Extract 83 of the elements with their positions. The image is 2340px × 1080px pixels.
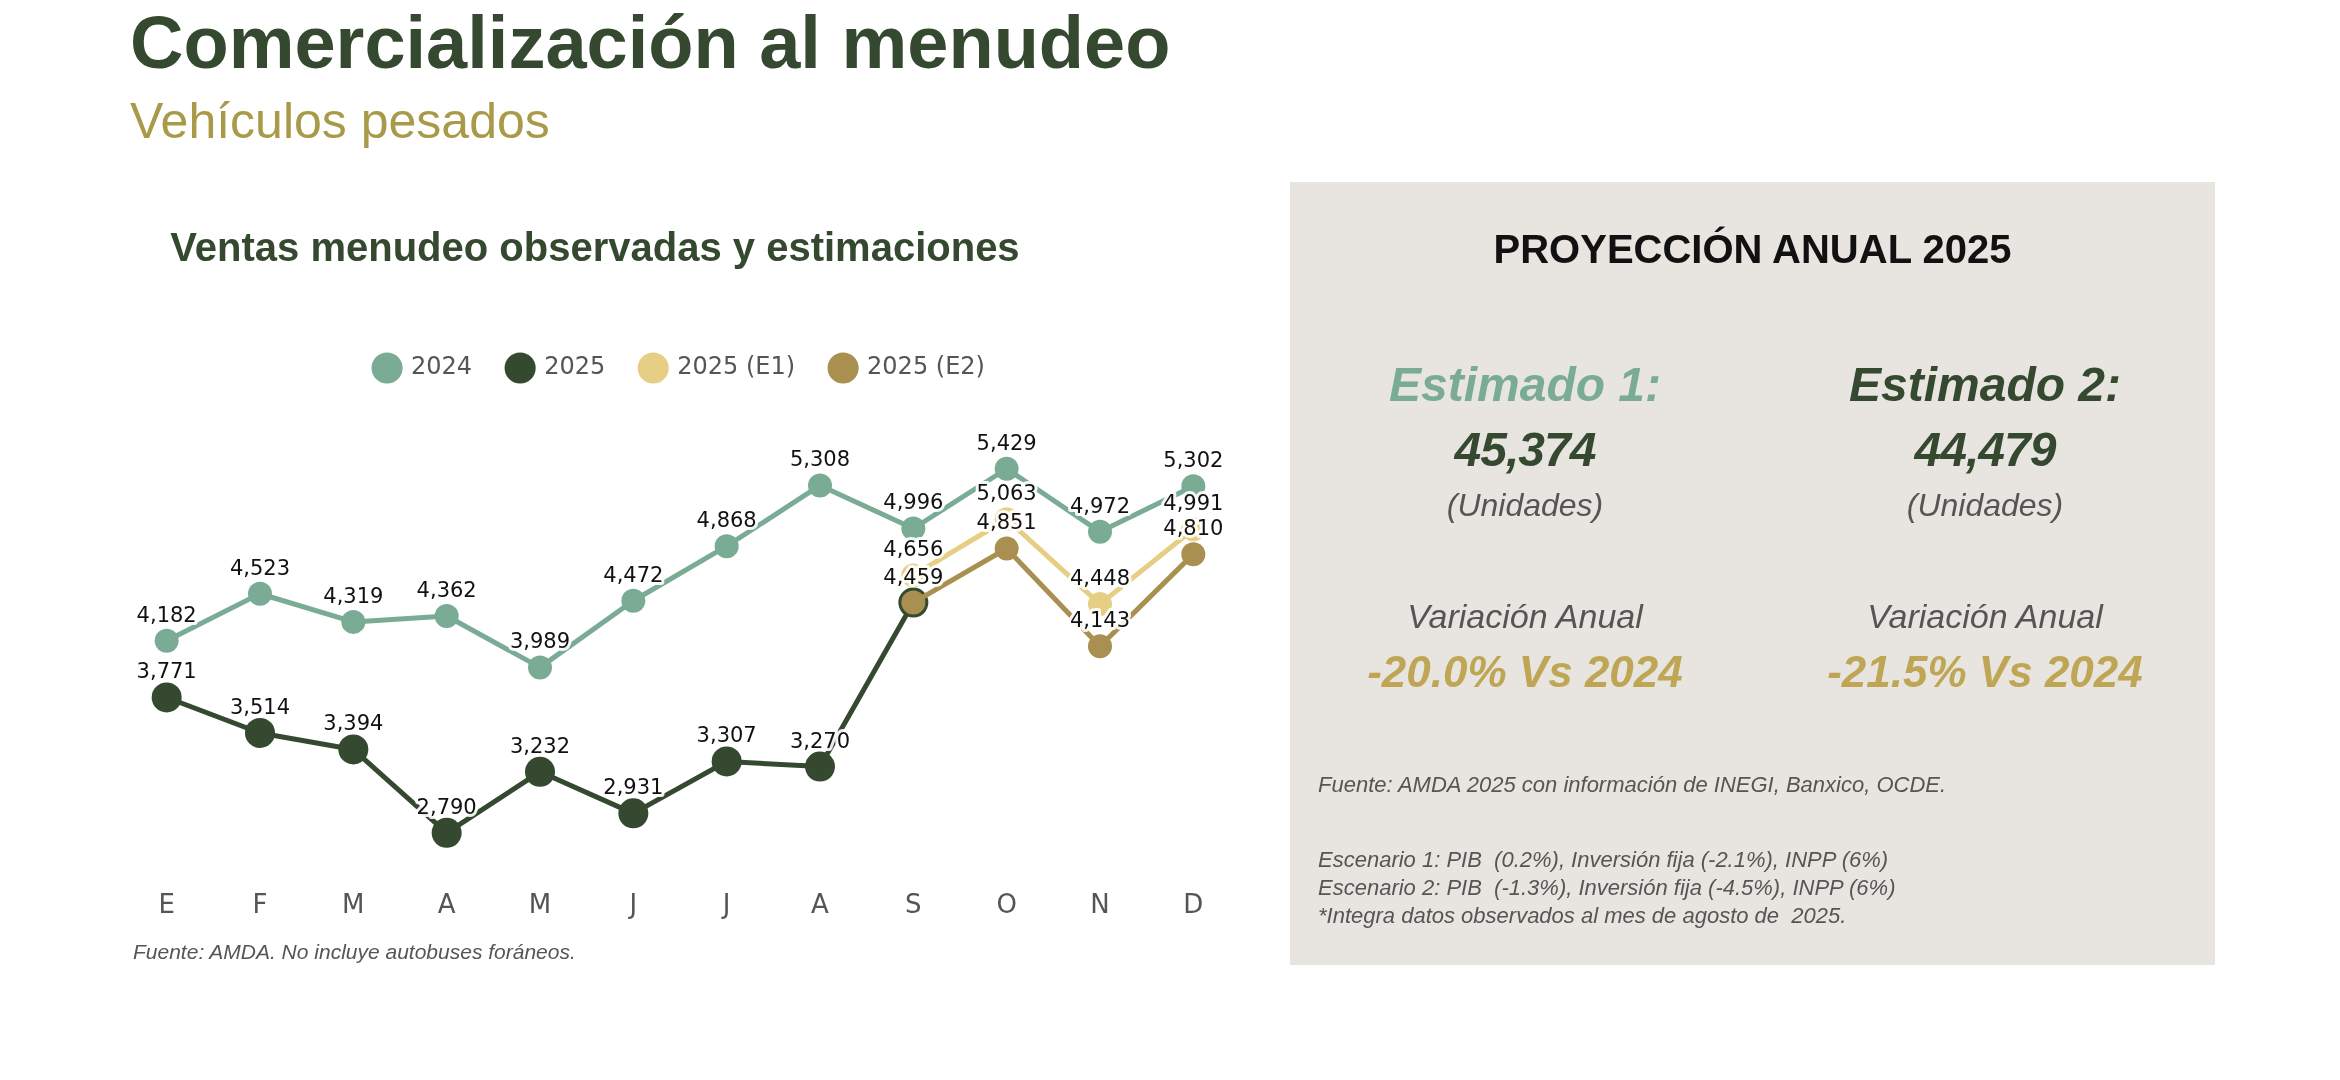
- text: PROYECCIÓN ANUAL 2025: [1492, 227, 2013, 272]
- x-tick-label: M: [342, 889, 365, 920]
- data-label: 5,308: [789, 447, 851, 472]
- point: [1181, 542, 1206, 567]
- data-label: 4,972: [1069, 493, 1131, 518]
- source-note: Fuente: AMDA. No incluye autobuses foráneos.: [133, 940, 576, 964]
- x-tick-label: D: [1183, 889, 1204, 920]
- point: [434, 603, 459, 628]
- data-label: 5,302: [1163, 448, 1224, 473]
- text: -20.0% Vs 2024: [1366, 647, 1684, 697]
- x-tick-label: A: [437, 889, 456, 920]
- data-label: 3,514: [229, 694, 291, 719]
- text: (Unidades): [1905, 487, 2065, 524]
- data-label: 4,851: [976, 510, 1037, 535]
- x-tick-label: S: [905, 889, 922, 920]
- data-label: 3,307: [696, 723, 757, 748]
- data-label: 4,472: [603, 562, 664, 587]
- data-label: 2,931: [603, 775, 664, 800]
- data-label: 4,523: [229, 555, 291, 580]
- x-tick-label: M: [528, 889, 552, 920]
- point: [711, 746, 742, 777]
- data-label: 4,656: [883, 537, 944, 562]
- text: Escenario 2: PIB (-1.3%), Inversión fija (-4.5%), INPP (6%): [1318, 875, 1896, 901]
- x-tick-label: E: [158, 889, 175, 920]
- text: Estimado 2:: [1847, 357, 2123, 412]
- data-label: 4,996: [883, 490, 944, 515]
- legend-label: 2025 (E1): [677, 352, 796, 381]
- text: *Integra datos observados al mes de agosto de 2025.: [1318, 903, 1847, 929]
- x-tick-label: J: [720, 889, 731, 920]
- source-note: Fuente: AMDA 2025 con información de INEGI, Banxico, OCDE.: [1318, 772, 1947, 798]
- x-tick-label: J: [627, 889, 638, 920]
- x-tick-label: O: [996, 889, 1017, 920]
- data-label: 5,429: [976, 430, 1037, 455]
- point: [248, 581, 272, 606]
- point: [901, 516, 926, 541]
- point: [618, 798, 649, 829]
- data-label: 4,810: [1163, 516, 1224, 541]
- text: Ventas menudeo observadas y estimaciones: [169, 225, 1021, 270]
- point: [151, 682, 182, 713]
- text: 45,374: [1452, 422, 1597, 477]
- data-label: 3,394: [323, 711, 384, 736]
- legend-label: 2025 (E2): [867, 352, 985, 381]
- text: Escenario 1: PIB (0.2%), Inversión fija (-2.1%), INPP (6%): [1318, 847, 1889, 873]
- point: [1088, 519, 1112, 544]
- text: 44,479: [1912, 422, 2058, 477]
- x-tick-label: N: [1090, 889, 1110, 920]
- legend-label: 2025: [544, 352, 606, 381]
- text: Variación Anual: [1866, 597, 2105, 636]
- data-label: 4,319: [323, 583, 384, 608]
- data-label: 5,063: [976, 481, 1037, 506]
- point: [338, 734, 369, 765]
- chart-title: Comercialización al menudeo: [130, 0, 1171, 85]
- data-label: 3,771: [136, 659, 197, 684]
- point: [714, 534, 739, 559]
- data-label: 4,182: [136, 602, 197, 627]
- text: Variación Anual: [1406, 597, 1645, 636]
- point: [805, 751, 835, 782]
- data-label: 4,362: [416, 577, 477, 602]
- data-label: 3,232: [509, 733, 571, 758]
- x-tick-label: F: [252, 889, 268, 920]
- point: [994, 456, 1019, 481]
- point: [245, 717, 275, 748]
- point: [1088, 634, 1112, 659]
- data-label: 2,790: [416, 794, 477, 819]
- text: -21.5% Vs 2024: [1826, 647, 2144, 697]
- point: [528, 655, 552, 680]
- point: [525, 756, 555, 787]
- data-label: 4,991: [1163, 491, 1224, 516]
- legend-label: 2024: [411, 352, 473, 381]
- point: [431, 817, 462, 848]
- data-label: 4,459: [883, 564, 944, 589]
- chart-subtitle: Vehículos pesados: [130, 92, 550, 150]
- point: [994, 536, 1019, 561]
- point: [808, 473, 832, 498]
- point: [621, 588, 646, 613]
- x-tick-label: A: [811, 889, 830, 920]
- point: [341, 609, 366, 634]
- data-label: 4,448: [1069, 566, 1131, 591]
- text: Estimado 1:: [1387, 357, 1663, 412]
- data-label: 3,989: [509, 629, 571, 654]
- data-label: 4,868: [696, 508, 757, 533]
- point: [154, 628, 179, 653]
- text: (Unidades): [1445, 487, 1605, 524]
